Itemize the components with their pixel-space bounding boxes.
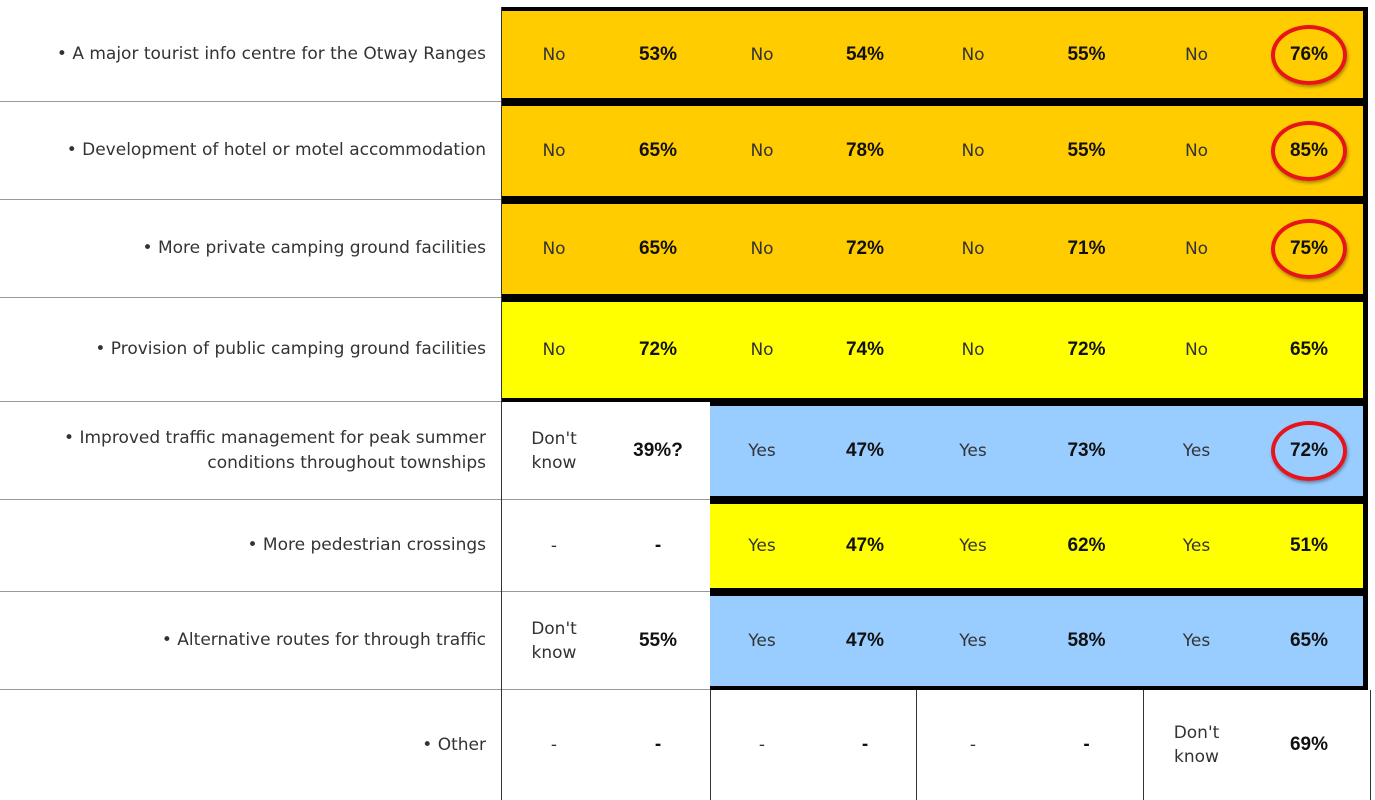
value-cell: 72% — [1289, 440, 1329, 461]
row-divider — [502, 499, 710, 500]
value-cell: 39%? — [633, 440, 683, 461]
col-divider — [1143, 690, 1144, 800]
col-divider — [501, 298, 502, 402]
answer-cell: - — [550, 735, 558, 755]
answer-cell: No — [1184, 44, 1209, 65]
row-label: • Improved traffic management for peak s… — [0, 402, 502, 500]
answer-cell: Yes — [748, 631, 776, 651]
answer-cell: No — [542, 44, 566, 65]
row-label: • Other — [422, 734, 486, 755]
value-cell: 54% — [845, 43, 885, 65]
value-cell: - — [1083, 734, 1090, 755]
answer-cell: No — [961, 141, 985, 161]
value-cell: 65% — [1289, 630, 1329, 651]
value-cell: 55% — [1067, 140, 1106, 161]
row-label: • Provision of public camping ground fac… — [0, 298, 502, 402]
col-divider — [501, 690, 502, 800]
answer-cell: Don't know — [531, 619, 577, 663]
row-label: • Development of hotel or motel accommod… — [0, 102, 502, 200]
fill-band — [710, 402, 1368, 500]
value-cell: 65% — [1289, 339, 1329, 360]
col-divider — [501, 7, 502, 102]
value-cell: 65% — [638, 140, 678, 161]
answer-cell: No — [542, 239, 566, 259]
answer-cell: Yes — [959, 441, 987, 461]
row-label: • More pedestrian crossings — [0, 500, 502, 592]
col-divider — [501, 500, 502, 592]
row-label: • Alternative routes for through traffic — [0, 592, 502, 690]
value-cell: 51% — [1289, 535, 1329, 556]
fill-band — [502, 102, 1368, 200]
value-cell: 65% — [638, 238, 678, 259]
answer-cell: No — [542, 141, 566, 161]
value-cell: 78% — [845, 140, 885, 161]
answer-cell: - — [550, 536, 558, 556]
value-cell: 47% — [845, 630, 885, 651]
answer-cell: Don't know — [531, 429, 577, 473]
col-divider — [1370, 690, 1371, 800]
value-cell: - — [861, 734, 869, 755]
value-cell: 72% — [638, 339, 678, 360]
fill-band — [502, 298, 1368, 402]
answer-cell: Don't know — [1173, 723, 1220, 767]
value-cell: 47% — [845, 440, 885, 461]
value-cell: 74% — [845, 339, 885, 360]
answer-cell: - — [969, 735, 977, 755]
answer-cell: No — [1184, 141, 1209, 161]
col-divider — [501, 102, 502, 200]
value-cell: 55% — [1067, 43, 1106, 65]
col-divider — [916, 690, 917, 800]
answer-cell: Yes — [1182, 536, 1211, 556]
value-cell: 72% — [845, 238, 885, 259]
value-cell: 85% — [1289, 140, 1329, 161]
answer-cell: No — [961, 44, 985, 65]
row-label: • A major tourist info centre for the Ot… — [0, 7, 502, 102]
answer-cell: Yes — [1182, 441, 1211, 461]
row-label: • More private camping ground facilities — [0, 200, 502, 298]
value-cell: 55% — [638, 630, 678, 651]
answer-cell: No — [750, 239, 774, 259]
value-cell: 72% — [1067, 339, 1106, 360]
col-divider — [710, 690, 711, 800]
answer-cell: Yes — [959, 536, 987, 556]
answer-cell: - — [758, 735, 766, 755]
fill-band — [710, 592, 1368, 690]
answer-cell: No — [1184, 340, 1209, 360]
value-cell: 69% — [1289, 734, 1329, 755]
answer-cell: No — [750, 44, 774, 65]
col-divider — [501, 402, 502, 500]
value-cell: - — [654, 535, 662, 556]
fill-band — [710, 500, 1368, 592]
answer-cell: No — [750, 141, 774, 161]
answer-cell: No — [961, 239, 985, 259]
fill-band — [502, 7, 1368, 102]
fill-band — [502, 200, 1368, 298]
value-cell: 71% — [1067, 238, 1106, 259]
answer-cell: Yes — [1182, 631, 1211, 651]
value-cell: 62% — [1067, 535, 1106, 556]
answer-cell: No — [542, 340, 566, 360]
answer-cell: Yes — [748, 441, 776, 461]
row-divider — [502, 689, 710, 690]
value-cell: 58% — [1067, 630, 1106, 651]
answer-cell: No — [1184, 239, 1209, 259]
row-divider — [502, 591, 710, 592]
value-cell: 53% — [638, 43, 678, 65]
value-cell: 76% — [1289, 43, 1329, 65]
col-divider — [501, 200, 502, 298]
answer-cell: No — [961, 340, 985, 360]
value-cell: 75% — [1289, 238, 1329, 259]
answer-cell: Yes — [959, 631, 987, 651]
value-cell: - — [654, 734, 662, 755]
answer-cell: No — [750, 340, 774, 360]
col-divider — [501, 592, 502, 690]
answer-cell: Yes — [748, 536, 776, 556]
value-cell: 73% — [1067, 440, 1106, 461]
value-cell: 47% — [845, 535, 885, 556]
